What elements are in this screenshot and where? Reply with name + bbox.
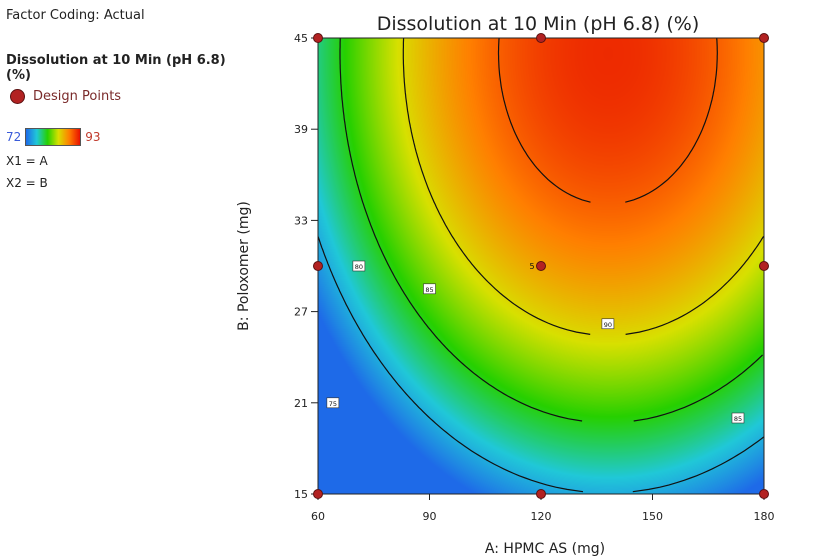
- x-tick-label: 120: [531, 510, 552, 523]
- y-axis-label: B: Poloxomer (mg): [236, 201, 252, 331]
- y-tick-label: 39: [294, 123, 308, 136]
- design-point: [313, 489, 323, 499]
- contour-lines: [317, 37, 765, 493]
- contour-line-75-right: [632, 436, 765, 493]
- response-name: Dissolution at 10 Min (pH 6.8) (%): [6, 53, 226, 83]
- design-point: [536, 33, 546, 43]
- color-scale-max: 93: [85, 130, 101, 144]
- factor-coding-label: Factor Coding: Actual: [6, 8, 145, 23]
- y-tick-label: 27: [294, 306, 308, 319]
- design-point: [313, 261, 323, 271]
- y-tick-label: 33: [294, 214, 308, 227]
- chart-title: Dissolution at 10 Min (pH 6.8) (%): [377, 13, 700, 35]
- x1-mapping: X1 = A: [6, 154, 48, 168]
- color-scale-bar: [25, 128, 82, 146]
- x-tick-label: 60: [311, 510, 325, 523]
- design-points: 5: [313, 33, 769, 499]
- y-tick-label: 15: [294, 488, 308, 501]
- y-tick-label: 45: [294, 32, 308, 45]
- design-point: [313, 33, 323, 43]
- contour-line-90-right: [625, 37, 718, 203]
- legend-panel: Factor Coding: Actual Dissolution at 10 …: [6, 8, 246, 198]
- color-scale-min: 72: [6, 130, 22, 144]
- x-tick-label: 180: [754, 510, 775, 523]
- design-point-marker-icon: [10, 89, 25, 104]
- design-point: [536, 261, 546, 271]
- design-point: [759, 33, 769, 43]
- contour-labels: 75 80 85 90 85: [326, 260, 745, 424]
- contour-label-90: 90: [601, 318, 615, 330]
- svg-text:75: 75: [329, 400, 337, 408]
- design-point: [536, 489, 546, 499]
- design-point: [759, 261, 769, 271]
- contour-line-75-left: [317, 236, 584, 493]
- design-point: [759, 489, 769, 499]
- contour-label-75: 75: [326, 397, 340, 409]
- contour-line-80-left: [339, 38, 583, 422]
- svg-text:85: 85: [734, 415, 742, 423]
- contour-line-85-right: [625, 236, 765, 335]
- svg-text:80: 80: [355, 263, 363, 271]
- contour-label-80: 80: [352, 260, 366, 272]
- center-point-count: 5: [529, 262, 534, 271]
- svg-text:85: 85: [425, 286, 433, 294]
- x2-mapping: X2 = B: [6, 176, 48, 190]
- x-tick-label: 150: [642, 510, 663, 523]
- design-points-legend: Design Points: [10, 89, 246, 104]
- contour-line-80-right: [633, 354, 764, 422]
- contour-line-90-left: [497, 37, 591, 203]
- contour-label-85: 85: [423, 283, 436, 295]
- contour-label-85: 85: [731, 412, 745, 424]
- color-scale: 72 93: [6, 128, 246, 146]
- y-tick-label: 21: [294, 397, 308, 410]
- svg-text:90: 90: [604, 321, 612, 329]
- contour-line-85-left: [402, 37, 591, 335]
- x-axis-label: A: HPMC AS (mg): [485, 541, 605, 557]
- x-tick-label: 90: [423, 510, 437, 523]
- design-points-label: Design Points: [33, 89, 122, 104]
